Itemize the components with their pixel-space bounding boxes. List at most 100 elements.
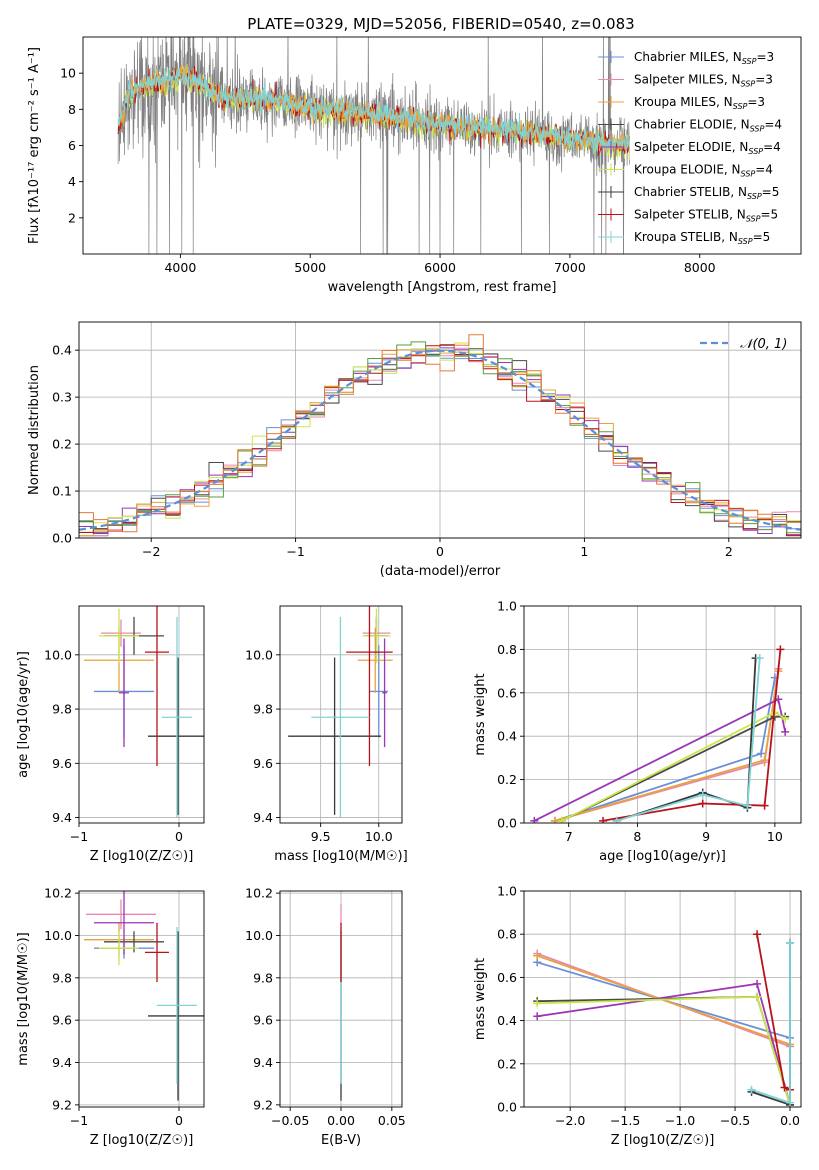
- series-marker: [747, 1085, 756, 1094]
- y-tick-label: 0.4: [52, 343, 72, 358]
- y-tick-label: 9.8: [52, 970, 72, 985]
- x-tick-label: −1: [70, 1113, 88, 1128]
- y-tick-label: 6: [68, 138, 76, 153]
- observed-spectrum-line: [117, 37, 630, 254]
- series-line: [751, 942, 791, 1104]
- series-marker: [753, 992, 762, 1001]
- series-marker: [753, 930, 762, 939]
- y-tick-label: 0.1: [52, 484, 72, 499]
- y-tick-label: 0.4: [497, 729, 517, 744]
- weight_vs_age-plot: [530, 645, 790, 823]
- age_vs_mass-panel: 9.5 10.0 9.4 9.6 9.8 10.0 mass [log10(M/M☉)]: [245, 605, 408, 864]
- mass_vs_Z-plot: [84, 891, 204, 1101]
- y-axis-label: mass [log10(M/M☉)]: [16, 932, 31, 1065]
- series-line: [616, 658, 761, 822]
- y-tick-label: 10.0: [44, 928, 72, 943]
- series-marker: [533, 1012, 542, 1021]
- weight_vs_age-panel: 7 8 9 10 0.0 0.2 0.4 0.6 0.8 1.0 age [log10(age/yr…: [473, 599, 802, 864]
- series-marker: [786, 1098, 795, 1107]
- y-tick-label: 9.6: [52, 756, 72, 771]
- y-tick-label: 9.6: [253, 1013, 273, 1028]
- series-marker: [760, 801, 769, 810]
- series-marker: [760, 756, 769, 765]
- x-tick-label: 0.0: [780, 1113, 800, 1128]
- series-marker: [757, 749, 766, 758]
- y-tick-label: 8: [68, 102, 76, 117]
- legend-label: 𝒩(0, 1): [740, 337, 787, 352]
- series-marker: [755, 654, 764, 663]
- series-marker: [698, 799, 707, 808]
- series-marker: [780, 1083, 789, 1092]
- series-marker: [698, 790, 707, 799]
- x-tick-label: 7000: [554, 260, 586, 275]
- x-tick-label: 7: [565, 829, 573, 844]
- spectrum-panel: 4000 5000 6000 7000 8000 2 4 6 8 10 wavelength [An…: [27, 15, 802, 295]
- y-tick-label: 1.0: [497, 599, 517, 614]
- x-tick-label: 1: [580, 544, 588, 559]
- y-tick-label: 10.2: [44, 886, 72, 901]
- y-axis-label: age [log10(age/yr)]: [16, 651, 31, 778]
- y-tick-label: 0.8: [497, 642, 517, 657]
- x-tick-label: 0.05: [378, 1113, 406, 1128]
- y-tick-label: 9.8: [253, 970, 273, 985]
- legend-label: Kroupa STELIB, NSSP=5: [634, 230, 770, 246]
- x-tick-label: −1: [286, 544, 304, 559]
- x-tick-label: −1.5: [610, 1113, 640, 1128]
- series-line: [554, 670, 780, 822]
- y-axis-label: mass weight: [473, 673, 488, 755]
- y-tick-label: 9.2: [52, 1097, 72, 1112]
- mass_vs_Z-panel: −1 0 9.2 9.4 9.6 9.8 10.0 10.2 Z [log10(Z/Z☉)] ma…: [16, 886, 205, 1148]
- axes-frame: [523, 605, 802, 824]
- model-spectrum-line: [117, 66, 631, 155]
- y-tick-label: 0.4: [497, 1013, 517, 1028]
- x-tick-label: −0.05: [271, 1113, 309, 1128]
- x-axis-label: mass [log10(M/M☉)]: [274, 849, 407, 864]
- age_vs_mass-plot: [288, 606, 393, 818]
- series-marker: [550, 816, 559, 823]
- y-axis-label: mass weight: [473, 958, 488, 1040]
- y-tick-label: 0.2: [497, 1056, 517, 1071]
- y-tick-label: 9.6: [52, 1013, 72, 1028]
- legend-label: Chabrier ELODIE, NSSP=4: [634, 118, 782, 134]
- histogram-step-line: [79, 334, 801, 533]
- x-tick-label: −1: [70, 829, 88, 844]
- x-tick-label: −1.0: [665, 1113, 695, 1128]
- series-marker: [776, 645, 785, 654]
- legend-label: Kroupa MILES, NSSP=3: [634, 95, 765, 111]
- series-marker: [781, 727, 790, 736]
- y-tick-label: 1.0: [497, 884, 517, 899]
- y-tick-label: 9.4: [253, 1055, 273, 1070]
- x-tick-label: 9: [702, 829, 710, 844]
- weight_vs_Z-plot: [533, 930, 795, 1107]
- x-tick-label: −0.5: [720, 1113, 750, 1128]
- y-tick-label: 9.4: [52, 1055, 72, 1070]
- axes-frame: [523, 890, 802, 1108]
- y-tick-label: 0.3: [52, 390, 72, 405]
- y-tick-label: 10.2: [245, 886, 273, 901]
- series-marker: [533, 951, 542, 960]
- series-line: [602, 649, 782, 822]
- y-axis-label: Normed distribution: [27, 365, 42, 495]
- x-tick-label: 0: [175, 829, 183, 844]
- series-line: [554, 677, 776, 822]
- y-tick-label: 10.0: [245, 928, 273, 943]
- series-marker: [557, 816, 566, 823]
- legend-label: Salpeter ELODIE, NSSP=4: [634, 140, 781, 156]
- normal-curve: [79, 349, 801, 531]
- legend-label: Chabrier MILES, NSSP=3: [634, 50, 774, 66]
- x-tick-label: 2: [725, 544, 733, 559]
- x-tick-label: 10.0: [365, 829, 393, 844]
- x-tick-label: 4000: [164, 260, 196, 275]
- x-axis-label: Z [log10(Z/Z☉)]: [90, 1133, 194, 1148]
- axes-frame: [78, 605, 205, 824]
- y-tick-label: 9.4: [52, 810, 72, 825]
- x-tick-label: 10: [767, 829, 783, 844]
- x-tick-label: 8000: [684, 260, 716, 275]
- y-tick-label: 0.2: [52, 437, 72, 452]
- legend-label: Salpeter STELIB, NSSP=5: [634, 208, 778, 224]
- y-tick-label: 9.2: [253, 1097, 273, 1112]
- y-tick-label: 0.2: [497, 772, 517, 787]
- x-tick-label: 5000: [294, 260, 326, 275]
- x-axis-label: wavelength [Angstrom, rest frame]: [328, 280, 557, 295]
- age_vs_Z-plot: [84, 606, 204, 818]
